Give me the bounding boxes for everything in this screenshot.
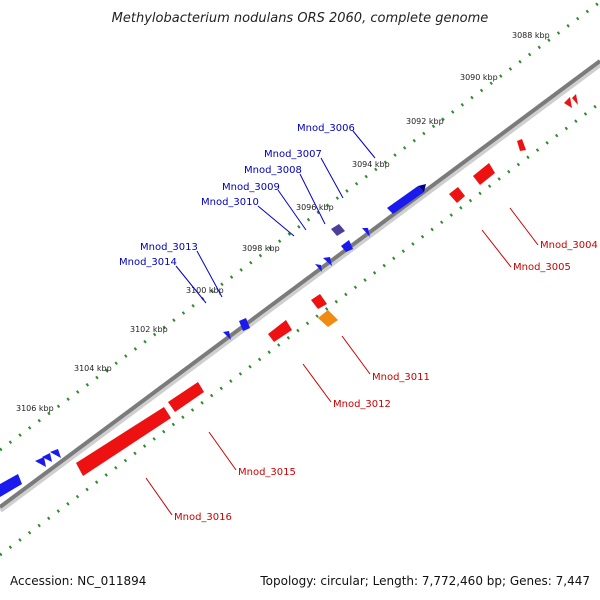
- gene-glyph-plus[interactable]: [35, 457, 46, 467]
- gene-label-minus[interactable]: Mnod_3016: [174, 512, 232, 523]
- genome-summary-text: Topology: circular; Length: 7,772,460 bp…: [260, 574, 590, 588]
- gene-glyph-minus[interactable]: [168, 382, 204, 412]
- tick-label: 3102 kbp: [130, 325, 168, 334]
- gene-glyph-minus[interactable]: [76, 407, 171, 476]
- gene-glyph-plus[interactable]: [341, 240, 353, 252]
- gene-leader-line: [299, 173, 326, 225]
- gene-glyph-minus[interactable]: [311, 294, 327, 309]
- gene-glyph-highlight[interactable]: [318, 310, 338, 327]
- gene-glyph-plus[interactable]: [323, 257, 332, 266]
- genome-backbone: [0, 59, 600, 509]
- gene-glyph-plus[interactable]: [239, 318, 250, 331]
- gene-label-plus[interactable]: Mnod_3010: [201, 197, 259, 208]
- gene-glyph-plus[interactable]: [50, 449, 61, 458]
- gene-glyph-plus[interactable]: [315, 264, 322, 272]
- map-title: Methylobacterium nodulans ORS 2060, comp…: [112, 11, 489, 26]
- gene-leader-line: [208, 431, 237, 471]
- gene-glyph-highlight[interactable]: [331, 224, 345, 236]
- gene-glyph-minus[interactable]: [564, 97, 572, 108]
- gene-glyph-plus[interactable]: [0, 474, 22, 497]
- gene-label-plus[interactable]: Mnod_3014: [119, 257, 177, 268]
- gene-glyph-minus[interactable]: [517, 139, 526, 151]
- gene-leader-line: [175, 265, 207, 304]
- tick-label: 3088 kbp: [512, 31, 550, 40]
- gene-leader-line: [257, 205, 295, 237]
- gene-label-plus[interactable]: Mnod_3007: [264, 149, 322, 160]
- gene-glyph-plus[interactable]: [387, 186, 424, 214]
- gene-leader-line: [320, 157, 344, 199]
- gene-label-minus[interactable]: Mnod_3004: [540, 240, 598, 251]
- gene-leader-line: [352, 130, 376, 159]
- tick-label: 3098 kbp: [242, 244, 280, 253]
- tick-label: 3092 kbp: [406, 117, 444, 126]
- tick-label: 3106 kbp: [16, 404, 54, 413]
- tick-label: 3104 kbp: [74, 364, 112, 373]
- tick-label: 3096 kbp: [296, 203, 334, 212]
- gene-label-minus[interactable]: Mnod_3011: [372, 372, 430, 383]
- gene-leader-line: [481, 229, 512, 268]
- upper-scale-ladder: [0, 0, 600, 452]
- gene-glyph-minus[interactable]: [449, 187, 465, 203]
- gene-label-plus[interactable]: Mnod_3008: [244, 165, 302, 176]
- gene-glyph-minus[interactable]: [572, 94, 578, 105]
- gene-leader-line: [509, 207, 539, 246]
- genome-backbone-shadow: [0, 61, 600, 513]
- gene-glyph-plus[interactable]: [223, 331, 231, 340]
- tick-label: 3094 kbp: [352, 160, 390, 169]
- gene-label-plus[interactable]: Mnod_3006: [297, 123, 355, 134]
- gene-leader-line: [196, 250, 223, 298]
- gene-glyph-plus[interactable]: [362, 228, 370, 237]
- gene-leader-line: [302, 363, 332, 403]
- gene-glyph-plus[interactable]: [42, 453, 52, 462]
- accession-text: Accession: NC_011894: [10, 574, 147, 588]
- gene-label-plus[interactable]: Mnod_3009: [222, 182, 280, 193]
- tick-label: 3090 kbp: [460, 73, 498, 82]
- gene-leader-line: [341, 335, 371, 375]
- gene-label-minus[interactable]: Mnod_3005: [513, 262, 571, 273]
- gene-glyph-minus[interactable]: [473, 163, 495, 185]
- gene-glyph-minus[interactable]: [268, 320, 292, 342]
- tick-label: 3100 kbp: [186, 286, 224, 295]
- gene-leader-line: [277, 189, 307, 231]
- gene-label-minus[interactable]: Mnod_3012: [333, 399, 391, 410]
- gene-glyph-plus[interactable]: [418, 184, 426, 192]
- gene-label-minus[interactable]: Mnod_3015: [238, 467, 296, 478]
- gene-label-plus[interactable]: Mnod_3013: [140, 242, 198, 253]
- gene-leader-line: [145, 477, 173, 516]
